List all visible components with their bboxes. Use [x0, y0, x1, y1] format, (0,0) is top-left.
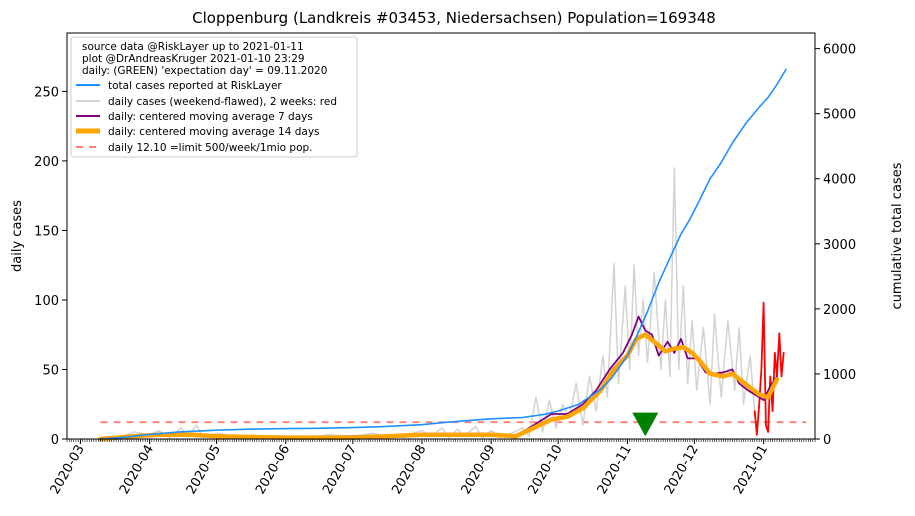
legend-header-line-1: source data @RiskLayer up to 2021-01-11 [82, 41, 304, 53]
y-axis-right: 0 1000 2000 3000 4000 5000 6000 [815, 43, 856, 448]
legend-header-line-2: plot @DrAndreasKruger 2021-01-10 23:29 [82, 53, 305, 65]
legend-entry-daily: daily cases (weekend-flawed), 2 weeks: r… [108, 96, 337, 108]
y-right-tick-label: 5000 [823, 108, 856, 123]
legend-entry-total: total cases reported at RiskLayer [108, 80, 282, 92]
x-tick-label: 2020-05 [184, 443, 224, 498]
x-tick-label: 2020-07 [320, 443, 360, 498]
x-tick-label: 2020-09 [459, 442, 499, 497]
x-tick-label: 2020-11 [595, 443, 635, 498]
legend-entry-limit: daily 12.10 =limit 500/week/1mio pop. [108, 142, 313, 154]
x-tick-label: 2020-12 [662, 443, 702, 498]
y-right-tick-label: 4000 [823, 173, 856, 188]
y-right-tick-label: 1000 [823, 368, 856, 383]
series-ma7-line [99, 315, 778, 440]
series-ma14-line [98, 332, 780, 442]
y-right-tick-label: 3000 [823, 238, 856, 253]
plot-frame [66, 32, 816, 440]
y-axis-right-label: cumulative total cases [890, 162, 905, 309]
y-left-tick-label: 150 [34, 224, 59, 239]
legend: source data @RiskLayer up to 2021-01-11 … [70, 36, 358, 158]
legend-entry-ma7: daily: centered moving average 7 days [108, 111, 313, 123]
legend-entry-ma14: daily: centered moving average 14 days [108, 126, 320, 138]
y-axis-left: 0 50 100 150 200 250 [34, 85, 67, 448]
y-left-tick-label: 100 [34, 294, 59, 309]
y-right-tick-label: 0 [823, 433, 831, 448]
x-tick-label: 2020-10 [526, 443, 566, 498]
x-tick-label: 2020-06 [253, 443, 293, 498]
x-tick-label: 2020-03 [48, 443, 88, 498]
x-tick-label: 2021-01 [731, 443, 771, 498]
y-left-tick-label: 0 [51, 433, 59, 448]
y-left-tick-label: 50 [42, 363, 59, 378]
y-left-tick-label: 250 [34, 85, 59, 100]
x-tick-label: 2020-08 [389, 443, 429, 498]
legend-header-line-3: daily: (GREEN) 'expectation day' = 09.11… [82, 65, 327, 77]
y-axis-left-label: daily cases [10, 200, 25, 272]
chart-title: Cloppenburg (Landkreis #03453, Niedersac… [192, 9, 716, 27]
y-left-tick-label: 200 [34, 155, 59, 170]
plot-area [98, 68, 807, 442]
legend-box [70, 36, 358, 158]
y-right-tick-label: 6000 [823, 43, 856, 58]
series-daily-line [99, 167, 756, 440]
x-tick-label: 2020-04 [117, 443, 157, 498]
x-axis: 2020-03 2020-04 2020-05 2020-06 2020-07 2020-… [48, 439, 816, 498]
y-right-tick-label: 2000 [823, 303, 856, 318]
series-total-line [99, 68, 787, 440]
series-daily-recent-line [753, 301, 785, 436]
expectation-day-marker [632, 412, 659, 437]
